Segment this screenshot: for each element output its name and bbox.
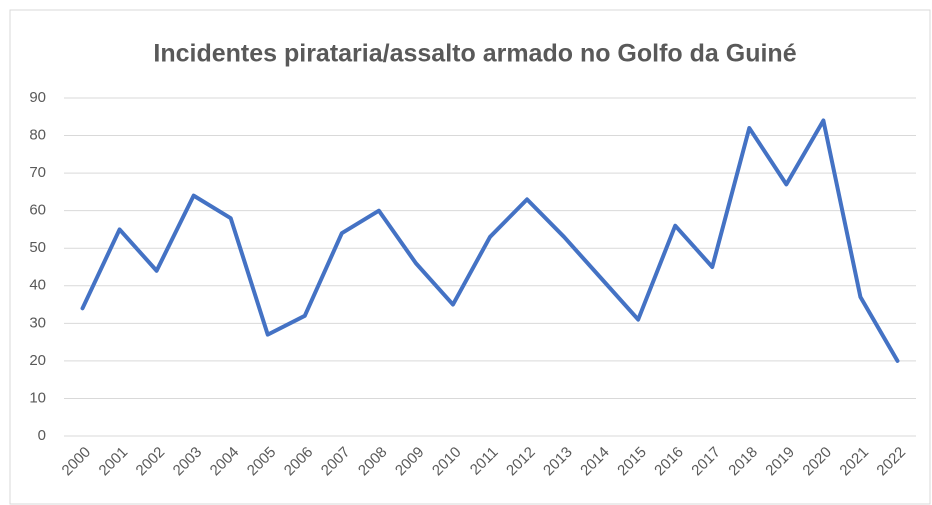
- chart-frame: [9, 9, 931, 505]
- y-tick-label: 10: [29, 389, 46, 406]
- y-tick-label: 80: [29, 127, 46, 144]
- data-line: [80, 118, 900, 363]
- y-tick-label: 90: [29, 89, 46, 106]
- y-tick-label: 70: [29, 164, 46, 181]
- y-tick-label: 0: [38, 427, 46, 444]
- y-tick-label: 30: [29, 314, 46, 331]
- y-tick-label: 40: [29, 277, 46, 294]
- y-tick-label: 50: [29, 239, 46, 256]
- y-tick-label: 20: [29, 352, 46, 369]
- chart-title: Incidentes pirataria/assalto armado no G…: [153, 40, 796, 68]
- y-tick-label: 60: [29, 202, 46, 219]
